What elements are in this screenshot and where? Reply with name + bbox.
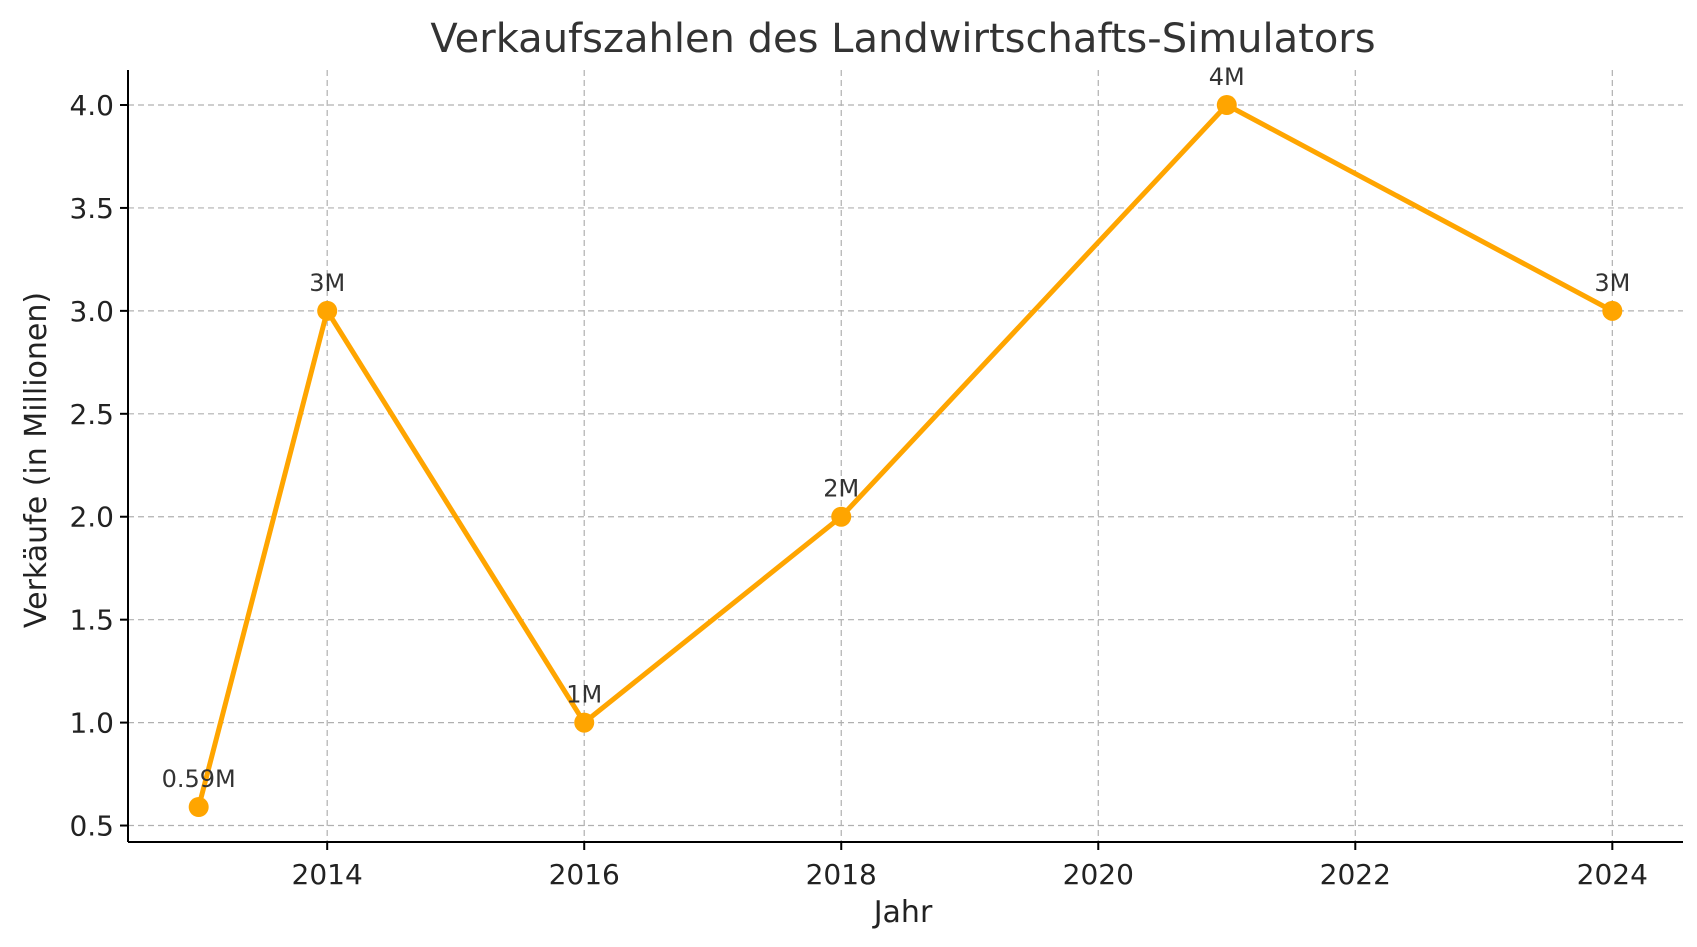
x-tick-label: 2020	[1063, 858, 1134, 891]
x-tick-label: 2024	[1577, 858, 1648, 891]
x-tick-label: 2022	[1320, 858, 1391, 891]
data-point	[1602, 300, 1623, 321]
data-label: 3M	[309, 269, 345, 297]
data-label: 2M	[823, 475, 859, 503]
series-line	[196, 102, 1615, 810]
axes-spines	[127, 70, 1683, 843]
y-tick-label: 1.5	[69, 604, 114, 637]
data-point	[188, 797, 209, 818]
x-axis-ticks: 2014 2016 2018 2020 2022 2024	[292, 842, 1648, 891]
data-label: 1M	[566, 681, 602, 709]
y-axis-label: Verkäufe (in Millionen)	[19, 292, 54, 628]
data-label: 4M	[1209, 63, 1245, 91]
y-tick-label: 2.0	[69, 501, 114, 534]
x-tick-label: 2018	[806, 858, 877, 891]
x-tick-label: 2014	[292, 858, 363, 891]
series-group	[188, 94, 1623, 818]
x-tick-label: 2016	[549, 858, 620, 891]
data-point	[831, 506, 852, 527]
y-tick-label: 0.5	[69, 810, 114, 843]
data-label: 3M	[1594, 269, 1630, 297]
chart-title: Verkaufszahlen des Landwirtschafts-Simul…	[430, 16, 1375, 62]
data-point	[317, 300, 338, 321]
data-point	[1216, 94, 1237, 115]
y-tick-label: 4.0	[69, 89, 114, 122]
y-axis-ticks: 0.5 1.0 1.5 2.0 2.5 3.0 3.5 4.0	[69, 89, 128, 843]
y-tick-label: 3.0	[69, 295, 114, 328]
x-axis-label: Jahr	[872, 895, 933, 930]
y-tick-label: 2.5	[69, 398, 114, 431]
data-point	[574, 712, 595, 733]
data-label: 0.59M	[162, 765, 236, 793]
grid	[128, 70, 1683, 842]
y-tick-label: 1.0	[69, 707, 114, 740]
data-labels: 0.59M 3M 1M 2M 4M 3M	[162, 63, 1631, 793]
y-tick-label: 3.5	[69, 192, 114, 225]
